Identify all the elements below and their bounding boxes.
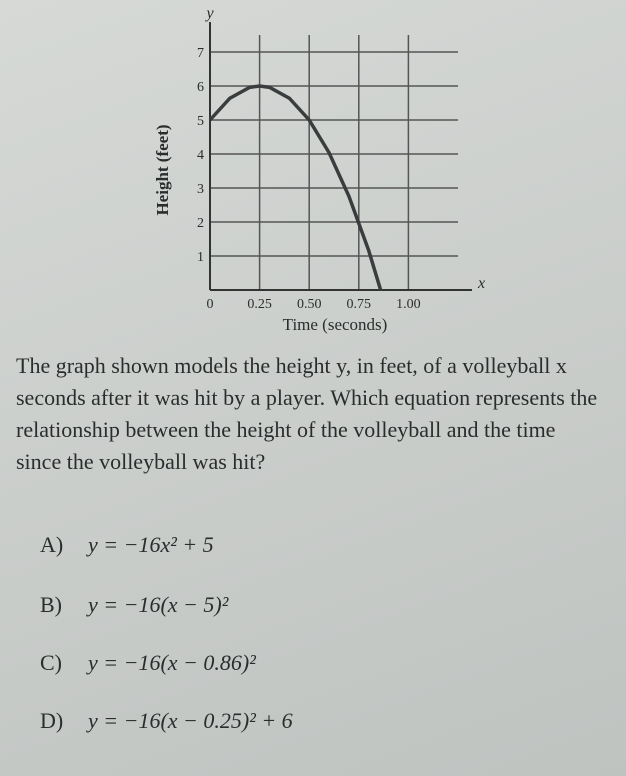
x-tick-label: 0.25 — [247, 297, 272, 312]
x-symbol: x — [477, 275, 485, 292]
option-letter: C) — [40, 650, 62, 675]
y-tick-label: 2 — [197, 216, 204, 231]
y-axis-label: Height (feet) — [153, 124, 172, 215]
x-tick-label: 0 — [207, 297, 214, 312]
y-tick-label: 6 — [197, 80, 204, 95]
option-letter: D) — [40, 708, 64, 733]
y-tick-label: 5 — [197, 114, 204, 129]
y-tick-label: 3 — [197, 182, 204, 197]
option-equation: y = −16x² + 5 — [88, 532, 214, 557]
option-equation: y = −16(x − 5)² — [88, 592, 229, 617]
option[interactable]: B) y = −16(x − 5)² — [40, 592, 228, 618]
y-tick-label: 7 — [197, 46, 204, 61]
question: The graph shown models the height y, in … — [16, 353, 598, 474]
x-axis-label: Time (seconds) — [283, 315, 388, 334]
y-symbol: y — [204, 5, 214, 22]
chart: y x Height (feet) Time (seconds) 1 2 3 4 5 6 7… — [153, 5, 485, 334]
x-tick-label: 1.00 — [396, 297, 421, 312]
y-tick-label: 4 — [197, 148, 204, 163]
option[interactable]: D) y = −16(x − 0.25)² + 6 — [40, 708, 293, 734]
option-letter: A) — [40, 532, 64, 557]
x-tick-label: 0.50 — [297, 297, 322, 312]
option-letter: B) — [40, 592, 62, 617]
option-equation: y = −16(x − 0.86)² — [88, 650, 256, 675]
x-tick-label: 0.75 — [347, 297, 372, 312]
y-tick-label: 1 — [197, 250, 204, 265]
option-equation: y = −16(x − 0.25)² + 6 — [88, 708, 293, 733]
option[interactable]: C) y = −16(x − 0.86)² — [40, 650, 256, 676]
data-line — [208, 84, 383, 291]
option[interactable]: A) y = −16x² + 5 — [40, 532, 214, 558]
